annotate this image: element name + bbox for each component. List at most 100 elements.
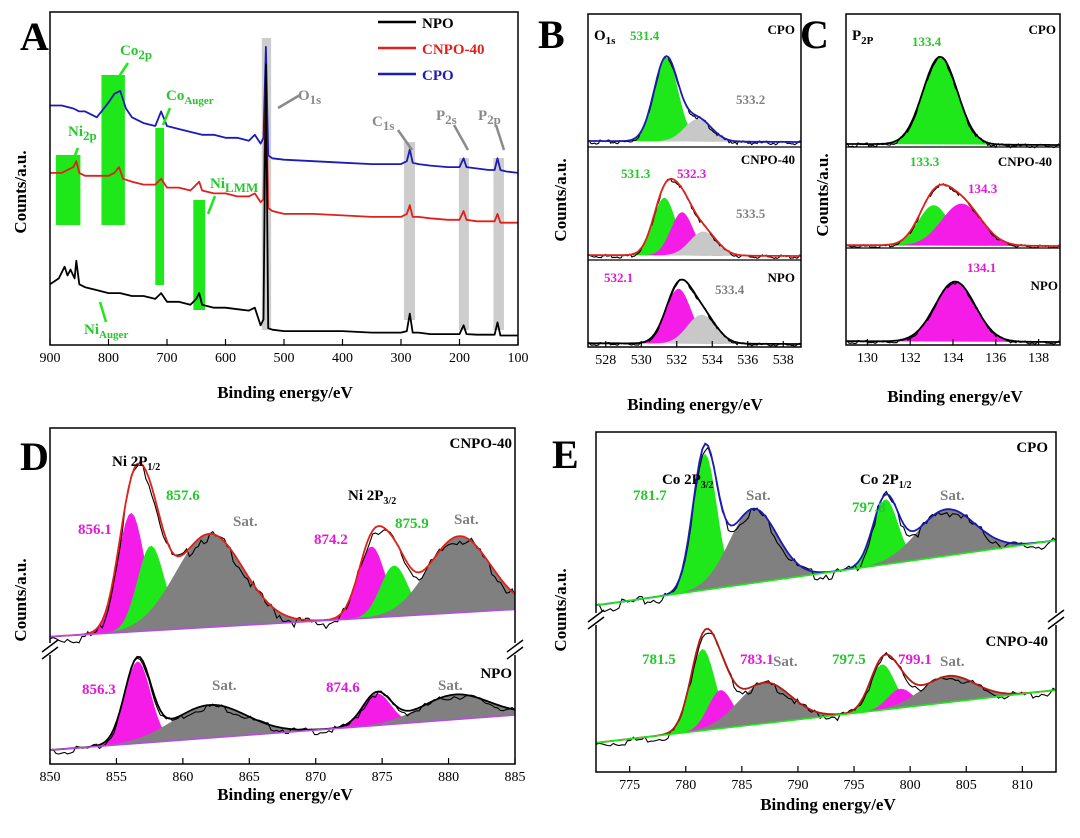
panel-d-peak-label: 856.1 xyxy=(78,522,112,538)
panel-e-peak-786 xyxy=(596,508,1056,606)
panel-a-label-c-1s: C1s xyxy=(372,114,394,133)
panel-c-peak-134.1 xyxy=(846,281,1060,342)
panel-e-axis-breaks xyxy=(587,609,1065,630)
panel-d-x-tick-label: 855 xyxy=(106,770,127,785)
panel-d-x-tick-label: 880 xyxy=(438,770,459,785)
panel-c-sample-label: CPO xyxy=(1029,22,1056,37)
panel-d-envelope xyxy=(49,462,516,638)
panel-a-arrow xyxy=(116,62,130,79)
panel-d-peak-880.5 xyxy=(50,694,515,750)
panel-e-peak-label: 797.8 xyxy=(852,500,886,516)
panel-e-peak-797.8 xyxy=(596,499,1056,606)
panel-b-peak-label: 532.1 xyxy=(604,270,633,285)
panel-c-peak-label: 134.3 xyxy=(968,181,998,196)
panel-c-envelope xyxy=(846,55,1060,146)
legend-label-cnpo-40: CNPO-40 xyxy=(422,42,485,58)
panel-b-peak-533.5 xyxy=(588,231,801,256)
panel-e-x-tick-label: 775 xyxy=(619,778,640,793)
panel-d-peak-856.6 xyxy=(50,661,515,750)
panel-d-x-tick-label: 850 xyxy=(40,770,61,785)
panel-b-sample-label: CPO xyxy=(768,22,795,37)
panel-b-peak-label: 531.3 xyxy=(621,166,651,181)
panel-b-cpo-stack xyxy=(587,55,802,146)
panel-e-x-tick-label: 810 xyxy=(1012,778,1033,793)
panel-d-x-tick-label: 865 xyxy=(239,770,260,785)
panel-b-envelope xyxy=(588,278,801,345)
panel-c-x-tick-label: 136 xyxy=(985,351,1006,366)
axis-break-mark xyxy=(506,646,524,660)
panel-d-x-tick-label: 885 xyxy=(505,770,526,785)
panel-e-x-tick-label: 790 xyxy=(787,778,808,793)
panel-a-x-ticks: 900 800 700 600 500 400 300 200 100 xyxy=(40,339,529,366)
panel-d-peak-862 xyxy=(50,704,515,750)
panel-b-peak-533.4 xyxy=(588,314,801,344)
panel-d-sample-label: CNPO-40 xyxy=(450,436,513,452)
panel-c-peak-133.4 xyxy=(846,56,1060,145)
panel-e-peak-781.7 xyxy=(596,453,1056,606)
panel-c-peak-134.4 xyxy=(846,203,1060,246)
panel-a-label-co-auger: CoAuger xyxy=(166,88,214,107)
panel-e-x-tick-label: 805 xyxy=(956,778,977,793)
panel-d-peak-label: Sat. xyxy=(212,678,237,694)
panel-a-highlight-labels: Ni2p Co2p CoAuger NiLMM O1s C1s P2s P2p NiAuger xyxy=(68,43,506,341)
panel-e-peak-label: 781.5 xyxy=(642,652,676,668)
panel-a-x-tick-label: 800 xyxy=(98,351,119,366)
panel-e-peak-label: Sat. xyxy=(940,654,965,670)
panel-e-peak-label: Sat. xyxy=(773,654,798,670)
panel-d-envelope xyxy=(49,655,516,751)
panel-a-series-cnpo-40 xyxy=(50,78,518,224)
panel-a-arrow xyxy=(98,301,108,323)
panel-e-frame xyxy=(595,431,1057,773)
panel-a-series xyxy=(49,46,519,337)
panel-a-highlight-c-1s xyxy=(403,142,416,320)
panel-e-peak-label: Sat. xyxy=(746,488,771,504)
panel-a-x-tick-label: 200 xyxy=(449,351,470,366)
panel-e-peak-label: 781.7 xyxy=(633,488,667,504)
panel-a-label-p-2p: P2p xyxy=(478,108,501,127)
panel-a-highlight-ni-2p xyxy=(55,155,81,225)
axis-break-mark xyxy=(1047,609,1065,623)
panel-b-x-tick-label: 530 xyxy=(631,353,652,368)
panel-a-highlight-co-2p xyxy=(101,75,125,225)
axis-break-gap xyxy=(590,613,602,625)
panel-e-x-tick-label: 785 xyxy=(731,778,752,793)
panel-d-peak-label: Sat. xyxy=(438,678,463,694)
panel-e-header: Co 2P3/2 xyxy=(662,472,714,491)
panel-c-stacks: CPO 133.4 CNPO-40 133.3 134.3 NPO 134.1 xyxy=(845,22,1061,345)
panel-a-x-tick-label: 900 xyxy=(40,351,61,366)
panel-e-peak-label: 799.1 xyxy=(898,652,932,668)
panel-e-envelope xyxy=(595,442,1057,607)
panel-b-stacks: CPO 531.4 533.2 CNPO-40 531.3 532.3 533.5 NPO 53… xyxy=(587,22,802,347)
panel-c-peak-label: 133.3 xyxy=(910,154,940,169)
panel-e-cnpo-40-stack xyxy=(595,627,1057,747)
panel-d-x-tick-label: 860 xyxy=(172,770,193,785)
panel-e-baseline xyxy=(595,689,1057,744)
panel-c-x-tick-label: 132 xyxy=(900,351,921,366)
panel-a-xlabel: Binding energy/eV xyxy=(217,383,353,402)
panel-b-peak-label: 532.3 xyxy=(677,166,707,181)
panel-d-frame xyxy=(49,427,516,765)
panel-a-highlight-p-2p xyxy=(493,158,504,330)
panel-a-letter: A xyxy=(20,14,49,59)
panel-d-peak-label: 857.6 xyxy=(166,488,200,504)
panel-b-peak-533.2 xyxy=(588,119,801,142)
panel-e-peak-803.2 xyxy=(596,509,1056,606)
legend-label-cpo: CPO xyxy=(422,68,454,84)
panel-c-x-tick-label: 130 xyxy=(857,351,878,366)
panel-a-arrow xyxy=(277,93,301,110)
panel-c-ylabel: Counts/a.u. xyxy=(813,153,832,236)
panel-e-x-tick-label: 795 xyxy=(844,778,865,793)
panel-b-npo-stack xyxy=(587,278,802,347)
panel-e-x-tick-label: 800 xyxy=(900,778,921,793)
panel-e-peak-label: 797.5 xyxy=(832,652,866,668)
panel-d-stacks: CNPO-40 856.1 857.6 Sat. 874.2 875.9 Sat. NPO 85… xyxy=(49,436,516,755)
panel-a-label-o-1s: O1s xyxy=(298,88,321,107)
panel-b-letter: B xyxy=(538,12,565,57)
panel-b-sample-label: NPO xyxy=(768,270,795,285)
panel-e-sample-label: CPO xyxy=(1016,440,1048,456)
panel-b-peak-532.3 xyxy=(588,212,801,256)
panel-b-xlabel: Binding energy/eV xyxy=(627,395,763,414)
panel-a-label-ni-auger: NiAuger xyxy=(84,322,128,341)
panel-e-sample-label: CNPO-40 xyxy=(986,634,1049,650)
